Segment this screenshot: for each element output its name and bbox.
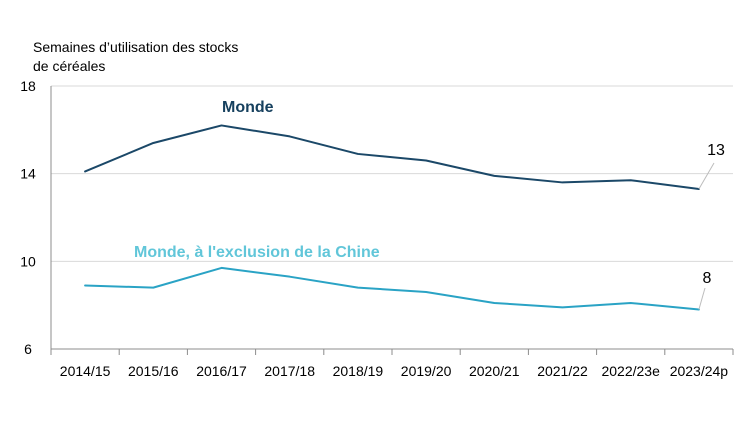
x-tick-label-2022-23e: 2022/23e xyxy=(601,363,660,379)
end-label-leader-monde-hors-chine xyxy=(698,287,706,310)
x-tick-label-2021-22: 2021/22 xyxy=(537,363,588,379)
series-labels: Monde Monde, à l'exclusion de la Chine 1… xyxy=(134,99,725,310)
x-tick-label-2019-20: 2019/20 xyxy=(401,363,452,379)
x-tick-label-2014-15: 2014/15 xyxy=(60,363,111,379)
series-label-monde: Monde xyxy=(222,99,274,116)
grid xyxy=(51,85,733,262)
x-tick-label-2017-18: 2017/18 xyxy=(264,363,315,379)
series-lines xyxy=(84,124,700,311)
y-axis-title: Semaines d’utilisation des stocks de cér… xyxy=(33,39,238,74)
y-axis-title-line-1: Semaines d’utilisation des stocks xyxy=(33,39,238,55)
y-tick-label-6: 6 xyxy=(24,341,32,357)
axes xyxy=(50,86,733,350)
end-label-monde-hors-chine: 8 xyxy=(703,270,712,287)
y-tick-label-10: 10 xyxy=(20,253,36,269)
x-tick-label-2023-24p: 2023/24p xyxy=(670,363,729,379)
y-tick-label-18: 18 xyxy=(20,78,36,94)
series-label-monde-hors-chine: Monde, à l'exclusion de la Chine xyxy=(134,244,380,261)
end-label-leader-monde xyxy=(698,162,715,190)
x-tick-label-2016-17: 2016/17 xyxy=(196,363,247,379)
end-label-monde: 13 xyxy=(707,142,725,159)
y-axis-ticks: 6 10 14 18 xyxy=(20,78,36,357)
y-axis-title-line-2: de céréales xyxy=(33,58,105,74)
series-line-1 xyxy=(84,266,700,311)
x-tick-label-2018-19: 2018/19 xyxy=(333,363,384,379)
x-tick-label-2020-21: 2020/21 xyxy=(469,363,520,379)
y-tick-label-14: 14 xyxy=(20,166,36,182)
series-line-0 xyxy=(84,124,700,191)
x-axis-ticks: 2014/15 2015/16 2016/17 2017/18 2018/19 2019/… xyxy=(50,349,734,379)
x-tick-label-2015-16: 2015/16 xyxy=(128,363,179,379)
